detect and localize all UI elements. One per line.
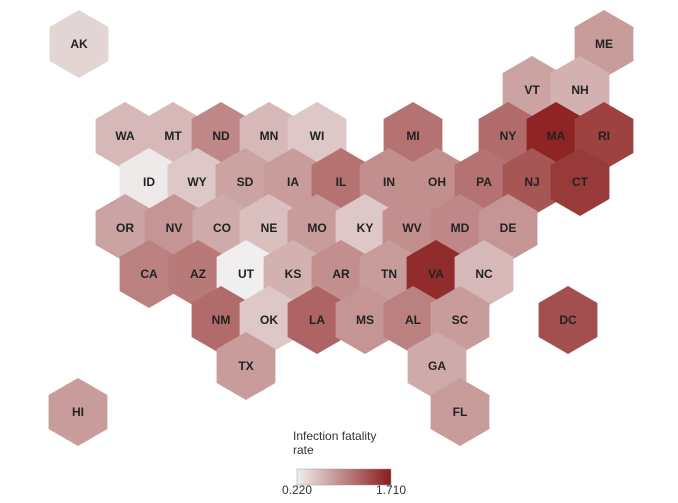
state-label: WV: [402, 221, 421, 235]
state-label: OR: [116, 221, 134, 235]
state-label: AK: [70, 37, 88, 51]
state-hex: [143, 102, 203, 170]
legend-tick-label: 1.710: [376, 483, 406, 497]
state-label: CA: [140, 267, 158, 281]
state-label: WA: [115, 129, 135, 143]
state-label: GA: [428, 359, 446, 373]
state-hex: [192, 194, 252, 262]
state-label: PA: [476, 175, 492, 189]
state-hex: [191, 102, 251, 170]
state-label: SC: [452, 313, 469, 327]
state-hex: [263, 148, 323, 216]
state-hex: [430, 378, 490, 446]
state-label: KS: [285, 267, 302, 281]
state-hex: [95, 194, 155, 262]
state-hex: [95, 102, 155, 170]
state-hex: [574, 10, 634, 78]
state-hex: [48, 378, 108, 446]
state-label: IL: [336, 175, 347, 189]
state-label: IA: [287, 175, 299, 189]
state-label: AZ: [190, 267, 206, 281]
state-label: MN: [260, 129, 279, 143]
state-label: WY: [187, 175, 206, 189]
state-hex: [335, 194, 395, 262]
state-label: NC: [475, 267, 493, 281]
state-label: ND: [212, 129, 230, 143]
state-label: MD: [451, 221, 470, 235]
state-label: ME: [595, 37, 613, 51]
state-label: NV: [166, 221, 183, 235]
state-label: MA: [547, 129, 566, 143]
state-hex: [49, 10, 109, 78]
state-hex: [502, 148, 562, 216]
legend-colorbar: [296, 468, 392, 486]
state-label: IN: [383, 175, 395, 189]
state-label: NH: [571, 83, 588, 97]
state-label: DE: [500, 221, 517, 235]
state-hex: [216, 332, 276, 400]
state-label: FL: [453, 405, 468, 419]
state-label: CT: [572, 175, 589, 189]
legend-ticks: 0.220 1.710: [282, 483, 406, 497]
state-hex: [263, 240, 323, 308]
state-label: NJ: [524, 175, 539, 189]
state-label: ID: [143, 175, 155, 189]
state-hex: [538, 286, 598, 354]
state-hex: [287, 286, 347, 354]
state-hex: [454, 240, 514, 308]
state-hex: [287, 194, 347, 262]
state-hex: [239, 102, 299, 170]
state-hex: [335, 286, 395, 354]
state-hex: [191, 286, 251, 354]
state-hex: [478, 194, 538, 262]
state-hex: [574, 102, 634, 170]
state-hex: [550, 56, 610, 124]
state-label: NE: [261, 221, 278, 235]
state-label: MO: [307, 221, 326, 235]
state-label: VT: [524, 83, 540, 97]
state-label: OH: [428, 175, 446, 189]
state-hex: [526, 102, 586, 170]
state-label: AR: [332, 267, 350, 281]
state-label: LA: [309, 313, 325, 327]
state-hex: [359, 240, 419, 308]
state-hex: [144, 194, 204, 262]
state-hex: [478, 102, 538, 170]
state-hex: [119, 240, 179, 308]
state-hex: [454, 148, 514, 216]
state-hex: [311, 240, 371, 308]
state-label: KY: [357, 221, 374, 235]
state-label: TX: [238, 359, 253, 373]
state-hex: [383, 286, 443, 354]
state-hex: [119, 148, 179, 216]
hex-layer: AK ME VT NH WA MT ND MN WI MI NY MA RI ID WY SD IA IL IN OH…: [48, 10, 634, 446]
state-hex: [287, 102, 347, 170]
state-hex: [502, 56, 562, 124]
state-label: TN: [381, 267, 397, 281]
state-hex: [311, 148, 371, 216]
state-label: MS: [356, 313, 374, 327]
state-label: WI: [310, 129, 325, 143]
state-label: VA: [428, 267, 444, 281]
state-hex: [550, 148, 610, 216]
state-label: OK: [260, 313, 278, 327]
state-label: MT: [164, 129, 182, 143]
state-hex: [430, 194, 490, 262]
state-label: MI: [406, 129, 419, 143]
state-hex: [383, 102, 443, 170]
state-label: AL: [405, 313, 421, 327]
state-label: CO: [213, 221, 231, 235]
state-label: RI: [598, 129, 610, 143]
legend-title: Infection fatality rate: [293, 429, 377, 457]
legend-tick-label: 0.220: [282, 483, 312, 497]
state-label: DC: [559, 313, 577, 327]
state-label: NM: [212, 313, 231, 327]
state-label: NY: [500, 129, 517, 143]
state-label: SD: [237, 175, 254, 189]
state-label: UT: [238, 267, 255, 281]
state-label: HI: [72, 405, 84, 419]
